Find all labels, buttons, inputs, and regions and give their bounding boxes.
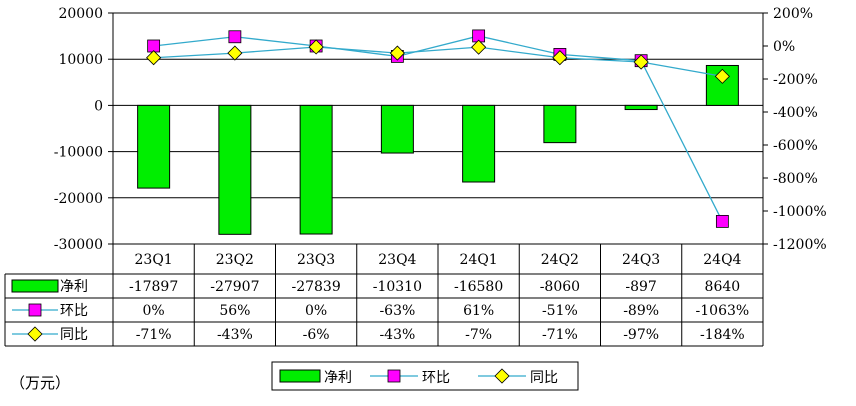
bar-24Q4 <box>705 64 739 106</box>
point-同比-24Q2 <box>552 50 568 66</box>
point-同比-23Q2 <box>227 45 243 61</box>
y-right-tick-label: -1000% <box>773 204 827 220</box>
table-cell: -89% <box>623 303 659 319</box>
point-环比-23Q2 <box>228 30 242 44</box>
table-cell: -184% <box>700 327 745 343</box>
point-同比-24Q4 <box>714 68 730 84</box>
table-cell: -17897 <box>129 279 178 295</box>
unit-label: （万元） <box>10 374 71 392</box>
point-环比-24Q4 <box>715 214 729 228</box>
point-同比-23Q4 <box>389 45 405 61</box>
x-tick-label: 24Q4 <box>703 252 741 268</box>
x-tick-label: 23Q2 <box>216 252 254 268</box>
table-cell: 0% <box>143 303 165 319</box>
table-cell: -27907 <box>210 279 259 295</box>
legend-key-bar <box>279 369 321 383</box>
table-cell: -6% <box>303 327 330 343</box>
table-row-label: 净利 <box>60 279 88 295</box>
legend-box <box>271 361 579 391</box>
table-cell: -27839 <box>291 279 340 295</box>
y-right-tick-label: 0% <box>773 39 795 55</box>
table-cell: -71% <box>136 327 172 343</box>
bar-23Q4 <box>380 104 414 154</box>
bar-23Q2 <box>218 104 252 235</box>
y-right-tick-label: -400% <box>773 105 818 121</box>
table-cell: -1063% <box>696 303 750 319</box>
axes: 23Q1 23Q2 23Q3 23Q4 24Q1 24Q2 24Q3 24Q4 <box>108 12 768 268</box>
series-lines <box>146 29 730 228</box>
y-left-tick-label: -20000 <box>54 191 103 207</box>
bar-24Q2 <box>543 104 577 144</box>
x-tick-label: 23Q3 <box>297 252 335 268</box>
legend-key-diamond <box>494 368 510 384</box>
legend-label: 同比 <box>530 370 558 386</box>
table-cell: 61% <box>463 303 494 319</box>
legend-label: 环比 <box>422 370 450 386</box>
x-tick-label: 24Q2 <box>541 252 579 268</box>
y-right-tick-label: 200% <box>773 6 813 22</box>
point-同比-24Q3 <box>633 54 649 70</box>
table-cell: -51% <box>542 303 578 319</box>
x-tick-label: 23Q4 <box>378 252 416 268</box>
y-right-tick-label: -200% <box>773 72 818 88</box>
bar-24Q3 <box>624 104 658 111</box>
table-row-label: 同比 <box>60 327 88 343</box>
legend-label: 净利 <box>324 370 352 386</box>
y-left-tick-label: 0 <box>94 98 103 114</box>
y-right-tick-label: -800% <box>773 171 818 187</box>
table-cell: -16580 <box>454 279 503 295</box>
table-cell: -8060 <box>540 279 580 295</box>
table-cell: -43% <box>217 327 253 343</box>
series-line-环比 <box>153 35 723 222</box>
y-right-tick-labels: 200% 0% -200% -400% -600% -800% -1000% -1200% <box>773 6 827 253</box>
y-left-tick-label: -30000 <box>54 237 103 253</box>
y-left-tick-label: -10000 <box>54 145 103 161</box>
table-cell: -897 <box>625 279 656 295</box>
y-right-tick-label: -1200% <box>773 237 827 253</box>
data-table: 净利 -17897 -27907 -27839 -10310 -16580 -8060 -89… <box>4 244 764 347</box>
table-cell: -43% <box>379 327 415 343</box>
bar-23Q3 <box>299 104 333 235</box>
bar-23Q1 <box>137 104 171 189</box>
y-left-tick-label: 10000 <box>58 52 103 68</box>
table-key-bar <box>11 279 59 293</box>
y-left-tick-labels: 20000 10000 0 -10000 -20000 -30000 <box>54 6 103 253</box>
table-cell: -7% <box>465 327 492 343</box>
table-cell: 0% <box>305 303 327 319</box>
table-cell: -97% <box>623 327 659 343</box>
x-tick-label: 23Q1 <box>135 252 173 268</box>
y-left-tick-label: 20000 <box>58 6 103 22</box>
x-tick-label: 24Q1 <box>460 252 498 268</box>
table-row-label: 环比 <box>60 303 88 319</box>
bars <box>137 64 739 235</box>
table-cell: -63% <box>379 303 415 319</box>
point-同比-23Q1 <box>146 50 162 66</box>
table-cell: -10310 <box>373 279 422 295</box>
legend: 净利 环比 同比 <box>271 361 579 391</box>
legend-key-square <box>387 369 401 383</box>
table-key-square <box>28 303 42 317</box>
gridlines <box>113 12 763 245</box>
table-cell: 8640 <box>705 279 741 295</box>
series-line-同比 <box>153 46 723 78</box>
point-同比-24Q1 <box>471 39 487 55</box>
table-cell: -71% <box>542 327 578 343</box>
table-key-diamond <box>27 326 43 342</box>
table-cell: 56% <box>219 303 250 319</box>
x-tick-label: 24Q3 <box>622 252 660 268</box>
bar-24Q1 <box>462 104 496 183</box>
point-同比-23Q3 <box>308 39 324 55</box>
y-right-tick-label: -600% <box>773 138 818 154</box>
